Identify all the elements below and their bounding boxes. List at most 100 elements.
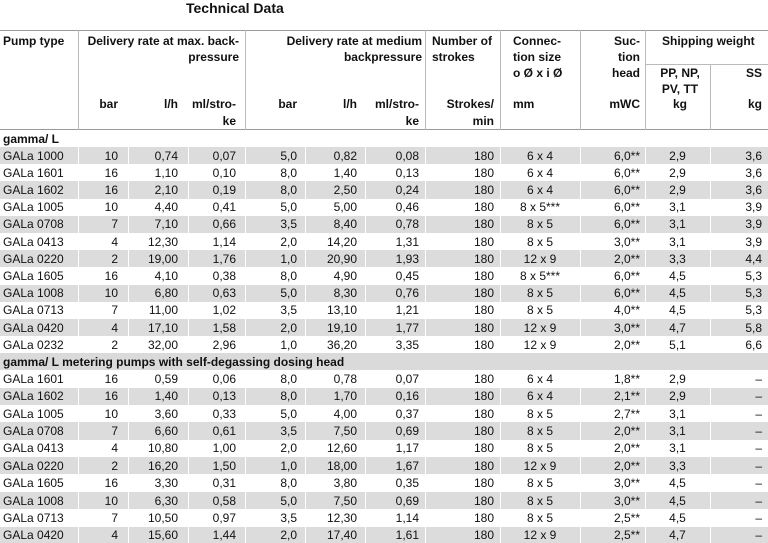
table-cell: 16: [104, 389, 118, 404]
cell-separator: [425, 215, 426, 233]
cell-separator: [645, 526, 646, 543]
table-cell: 0,10: [212, 165, 236, 180]
table-cell: 180: [473, 148, 494, 163]
table-cell: 6 x 4: [526, 148, 553, 163]
table-cell: 4,5: [669, 286, 686, 301]
table-cell: 8 x 5: [526, 406, 553, 421]
cell-separator: [78, 181, 79, 199]
table-cell: –: [755, 476, 762, 491]
table-cell: 180: [473, 424, 494, 439]
table-cell: 2: [111, 251, 118, 266]
cell-separator: [188, 422, 189, 440]
table-cell: 4,5: [669, 303, 686, 318]
table-cell: 2,5**: [613, 510, 640, 525]
table-cell: 2,10: [154, 183, 178, 197]
table-cell: 4,10: [154, 269, 178, 283]
table-cell: 16: [104, 269, 118, 283]
table-cell: 10: [104, 148, 118, 163]
table-cell: 1,0: [280, 337, 297, 352]
table-cell: 1,14: [212, 234, 236, 249]
table-cell: 3,5: [280, 510, 297, 525]
table-cell: 2: [111, 458, 118, 473]
cell-separator: [580, 387, 581, 406]
cell-separator: [188, 457, 189, 475]
cell-separator: [245, 457, 246, 475]
table-cell: 0,13: [212, 389, 236, 404]
table-cell: 3,1: [669, 217, 686, 232]
table-cell: 0,76: [395, 286, 419, 301]
table-cell: 180: [473, 476, 494, 491]
cell-separator: [128, 422, 129, 440]
cell-separator: [645, 181, 646, 199]
cell-separator: [245, 181, 246, 199]
row-band: [0, 250, 768, 268]
table-cell: –: [755, 406, 762, 421]
cell-separator: [425, 284, 426, 302]
cell-separator: [78, 387, 79, 406]
table-cell: 2,0**: [613, 458, 640, 473]
row-band: [0, 284, 768, 302]
cell-separator: [188, 387, 189, 406]
cell-separator: [645, 457, 646, 475]
table-cell: 8,0: [280, 165, 297, 180]
cell-separator: [710, 319, 711, 337]
table-cell: –: [755, 424, 762, 439]
column-rule: [425, 30, 426, 130]
table-cell: 16: [104, 476, 118, 491]
table-cell: 180: [473, 183, 494, 197]
table-cell: 0,31: [212, 476, 236, 491]
cell-separator: [305, 181, 306, 199]
column-rule: [78, 30, 79, 130]
table-cell: 5,00: [333, 200, 357, 215]
column-header: tion size: [513, 50, 562, 64]
pump-type: GALa 0220: [3, 458, 64, 473]
table-cell: –: [755, 510, 762, 525]
table-cell: 1,61: [395, 528, 419, 543]
table-cell: 2,9: [669, 372, 686, 387]
row-band: [0, 422, 768, 440]
table-cell: 180: [473, 510, 494, 525]
table-cell: 3,9: [745, 234, 762, 249]
column-header: head: [611, 66, 640, 80]
unit-label: kg: [747, 97, 762, 111]
table-cell: 8 x 5: [526, 286, 553, 301]
column-rule: [500, 30, 501, 130]
table-cell: 5,0: [280, 200, 297, 215]
table-cell: 1,44: [212, 528, 236, 543]
table-cell: 5,3: [745, 303, 762, 318]
column-header: Delivery rate at max. back-: [87, 34, 239, 48]
unit-label: ke: [222, 114, 236, 128]
pump-type: GALa 0232: [3, 337, 64, 352]
table-cell: 3,5: [280, 217, 297, 232]
table-cell: 3,30: [154, 476, 178, 491]
table-cell: 0,41: [212, 200, 236, 215]
pump-type: GALa 0220: [3, 251, 64, 266]
table-cell: 2,9: [669, 389, 686, 404]
table-cell: 5,8: [745, 320, 762, 335]
table-cell: 1,67: [395, 458, 419, 473]
table-cell: 8 x 5: [526, 441, 553, 456]
table-cell: 0,74: [154, 148, 178, 163]
table-cell: 180: [473, 234, 494, 249]
unit-label: PV, TT: [661, 82, 699, 96]
cell-separator: [305, 215, 306, 233]
cell-separator: [365, 422, 366, 440]
table-cell: 0,08: [395, 148, 419, 163]
table-cell: 0,07: [395, 372, 419, 387]
table-cell: 2,5**: [613, 528, 640, 543]
table-cell: 12 x 9: [523, 458, 557, 473]
cell-separator: [365, 181, 366, 199]
row-band: [0, 215, 768, 233]
table-cell: 2: [111, 337, 118, 352]
table-cell: 180: [473, 320, 494, 335]
table-cell: 7,50: [333, 493, 357, 508]
table-cell: 10: [104, 406, 118, 421]
table-cell: 8,40: [333, 217, 357, 232]
table-cell: 4,00: [333, 406, 357, 421]
cell-separator: [305, 491, 306, 510]
table-cell: 4,5: [669, 476, 686, 491]
table-cell: 19,10: [326, 320, 357, 335]
table-cell: 2,9: [669, 148, 686, 163]
column-header: pressure: [188, 50, 239, 64]
cell-separator: [78, 250, 79, 268]
